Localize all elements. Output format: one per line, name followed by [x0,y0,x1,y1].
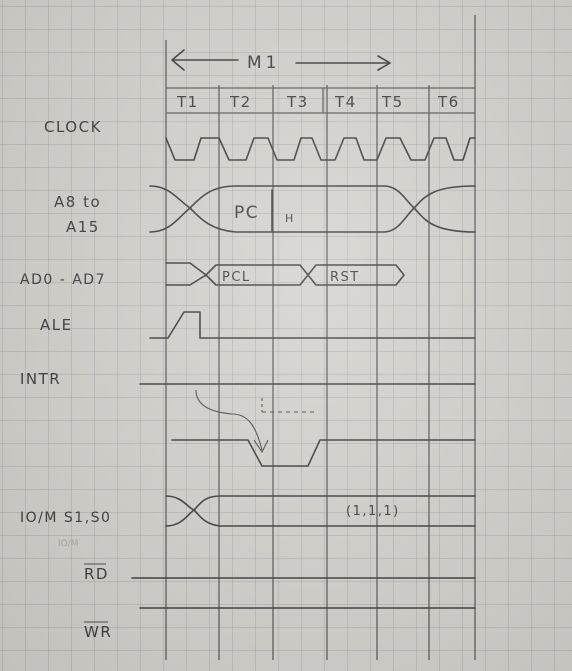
m1-label: M1 [247,53,280,73]
wr-label: WR [84,623,112,641]
addr-low-bus: PCL RST [165,262,405,286]
ale-label: ALE [40,316,73,334]
faint-io-text: IO/M [58,539,79,549]
pch-value: PC [234,203,259,223]
t3-label: T3 [286,93,309,111]
clock-waveform [165,137,476,161]
t4-label: T4 [334,93,357,111]
addr-high-label-line2: A15 [66,218,100,236]
rst-value: RST [330,270,360,285]
m1-span-arrow [171,49,391,71]
signal-labels: CLOCK A8 to A15 AD0 - AD7 ALE INTR IO/M … [20,118,112,641]
t6-label: T6 [437,93,460,111]
pcl-value: PCL [222,270,251,285]
intr-label: INTR [20,370,61,388]
rd-label: RD [84,565,109,583]
t2-label: T2 [229,93,252,111]
t-state-labels: T1 T2 T3 T4 T5 T6 [176,93,460,111]
io-status-label: IO/M S1,S0 [20,510,111,526]
io-status-bus: (1,1,1) [165,495,476,527]
intr-waveform [139,383,476,467]
pch-suffix: H [285,212,295,225]
t1-label: T1 [176,93,199,111]
status-value: (1,1,1) [346,504,400,519]
ale-waveform [149,311,476,339]
addr-high-bus: PC H [149,185,476,233]
addr-high-label-line1: A8 to [54,193,101,211]
clock-label: CLOCK [44,118,102,136]
t5-label: T5 [381,93,404,111]
addr-low-label: AD0 - AD7 [20,272,106,288]
t-state-boundaries [165,15,476,660]
